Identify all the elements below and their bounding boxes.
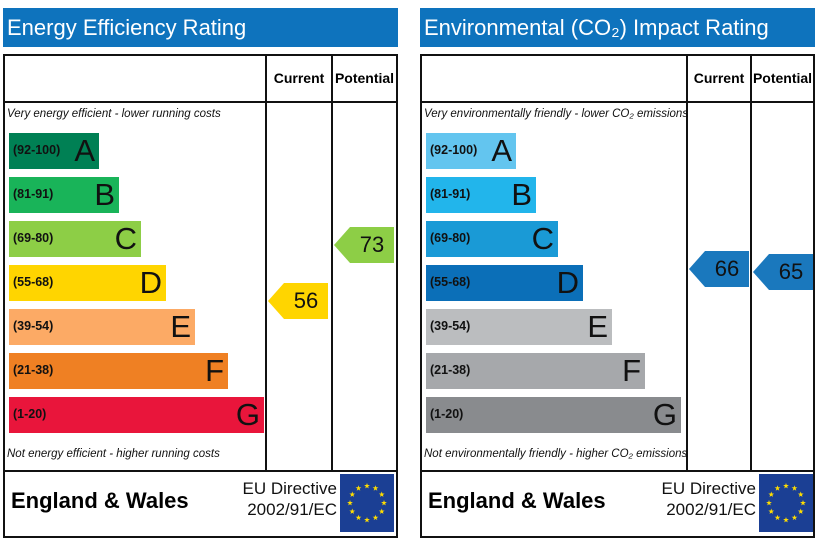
bottom-note: Not energy efficient - higher running co… (7, 448, 220, 460)
directive-line2: 2002/91/EC (666, 500, 756, 519)
column-header-potential: Potential (752, 70, 813, 86)
band-range: (1-20) (430, 407, 464, 421)
band-letter: C (531, 221, 554, 256)
divider (5, 470, 396, 472)
band-e: (39-54) E (426, 309, 612, 345)
band-letter: B (94, 177, 115, 212)
region-label: England & Wales (11, 488, 189, 513)
band-a: (92-100) A (426, 133, 516, 169)
band-range: (81-91) (430, 187, 471, 201)
band-range: (39-54) (13, 319, 54, 333)
band-a: (92-100) A (9, 133, 99, 169)
potential-rating-value: 65 (778, 259, 804, 285)
eu-flag-icon (340, 474, 394, 532)
band-letter: F (205, 353, 224, 388)
band-letter: E (170, 309, 191, 344)
region-label: England & Wales (428, 488, 606, 513)
band-letter: D (139, 265, 162, 300)
column-header-potential: Potential (334, 70, 395, 86)
directive-line2: 2002/91/EC (247, 500, 337, 519)
band-g: (1-20) G (9, 397, 264, 433)
band-letter: G (235, 397, 260, 432)
band-range: (1-20) (13, 407, 47, 421)
band-letter: D (556, 265, 579, 300)
current-rating-value: 56 (293, 287, 319, 313)
band-letter: E (587, 309, 608, 344)
directive-line1: EU Directive (242, 479, 337, 498)
band-range: (39-54) (430, 319, 471, 333)
band-letter: C (114, 221, 137, 256)
band-d: (55-68) D (9, 265, 166, 301)
potential-rating-arrow: 65 (753, 254, 813, 291)
eu-directive: EU Directive 2002/91/EC (237, 478, 337, 520)
band-range: (81-91) (13, 187, 54, 201)
band-range: (92-100) (13, 143, 61, 157)
band-b: (81-91) B (9, 177, 119, 213)
eu-directive: EU Directive 2002/91/EC (656, 478, 756, 520)
eu-flag-icon (759, 474, 813, 532)
chart-title: Energy Efficiency Rating (3, 8, 398, 47)
band-c: (69-80) C (9, 221, 141, 257)
band-b: (81-91) B (426, 177, 536, 213)
top-note: Very energy efficient - lower running co… (7, 108, 221, 120)
band-letter: G (652, 397, 677, 432)
band-f: (21-38) F (426, 353, 645, 389)
divider (750, 56, 752, 470)
rating-table: Current Potential Very environmentally f… (420, 54, 815, 538)
band-range: (21-38) (13, 363, 54, 377)
current-rating-arrow: 66 (689, 251, 749, 288)
divider (331, 56, 333, 470)
chart-title: Environmental (CO₂) Impact Rating (420, 8, 815, 47)
band-letter: A (491, 133, 512, 168)
band-range: (69-80) (13, 231, 54, 245)
band-letter: F (622, 353, 641, 388)
environmental-impact-panel: Environmental (CO₂) Impact Rating Curren… (420, 0, 818, 547)
divider (5, 101, 396, 103)
bottom-note: Not environmentally friendly - higher CO… (424, 448, 688, 460)
rating-table: Current Potential Very energy efficient … (3, 54, 398, 538)
band-range: (21-38) (430, 363, 471, 377)
band-letter: B (511, 177, 532, 212)
band-letter: A (74, 133, 95, 168)
column-header-current: Current (273, 70, 325, 86)
band-f: (21-38) F (9, 353, 228, 389)
band-c: (69-80) C (426, 221, 558, 257)
potential-rating-arrow: 73 (334, 226, 394, 263)
divider (422, 101, 813, 103)
divider (422, 470, 813, 472)
column-header-current: Current (693, 70, 745, 86)
current-rating-value: 66 (714, 256, 740, 282)
divider (686, 56, 688, 470)
potential-rating-value: 73 (359, 231, 385, 257)
top-note: Very environmentally friendly - lower CO… (424, 108, 689, 120)
band-g: (1-20) G (426, 397, 681, 433)
band-e: (39-54) E (9, 309, 195, 345)
band-d: (55-68) D (426, 265, 583, 301)
band-range: (55-68) (13, 275, 54, 289)
directive-line1: EU Directive (661, 479, 756, 498)
band-range: (92-100) (430, 143, 478, 157)
divider (265, 56, 267, 470)
band-range: (55-68) (430, 275, 471, 289)
band-range: (69-80) (430, 231, 471, 245)
current-rating-arrow: 56 (268, 282, 328, 319)
energy-efficiency-panel: Energy Efficiency Rating Current Potenti… (3, 0, 401, 547)
